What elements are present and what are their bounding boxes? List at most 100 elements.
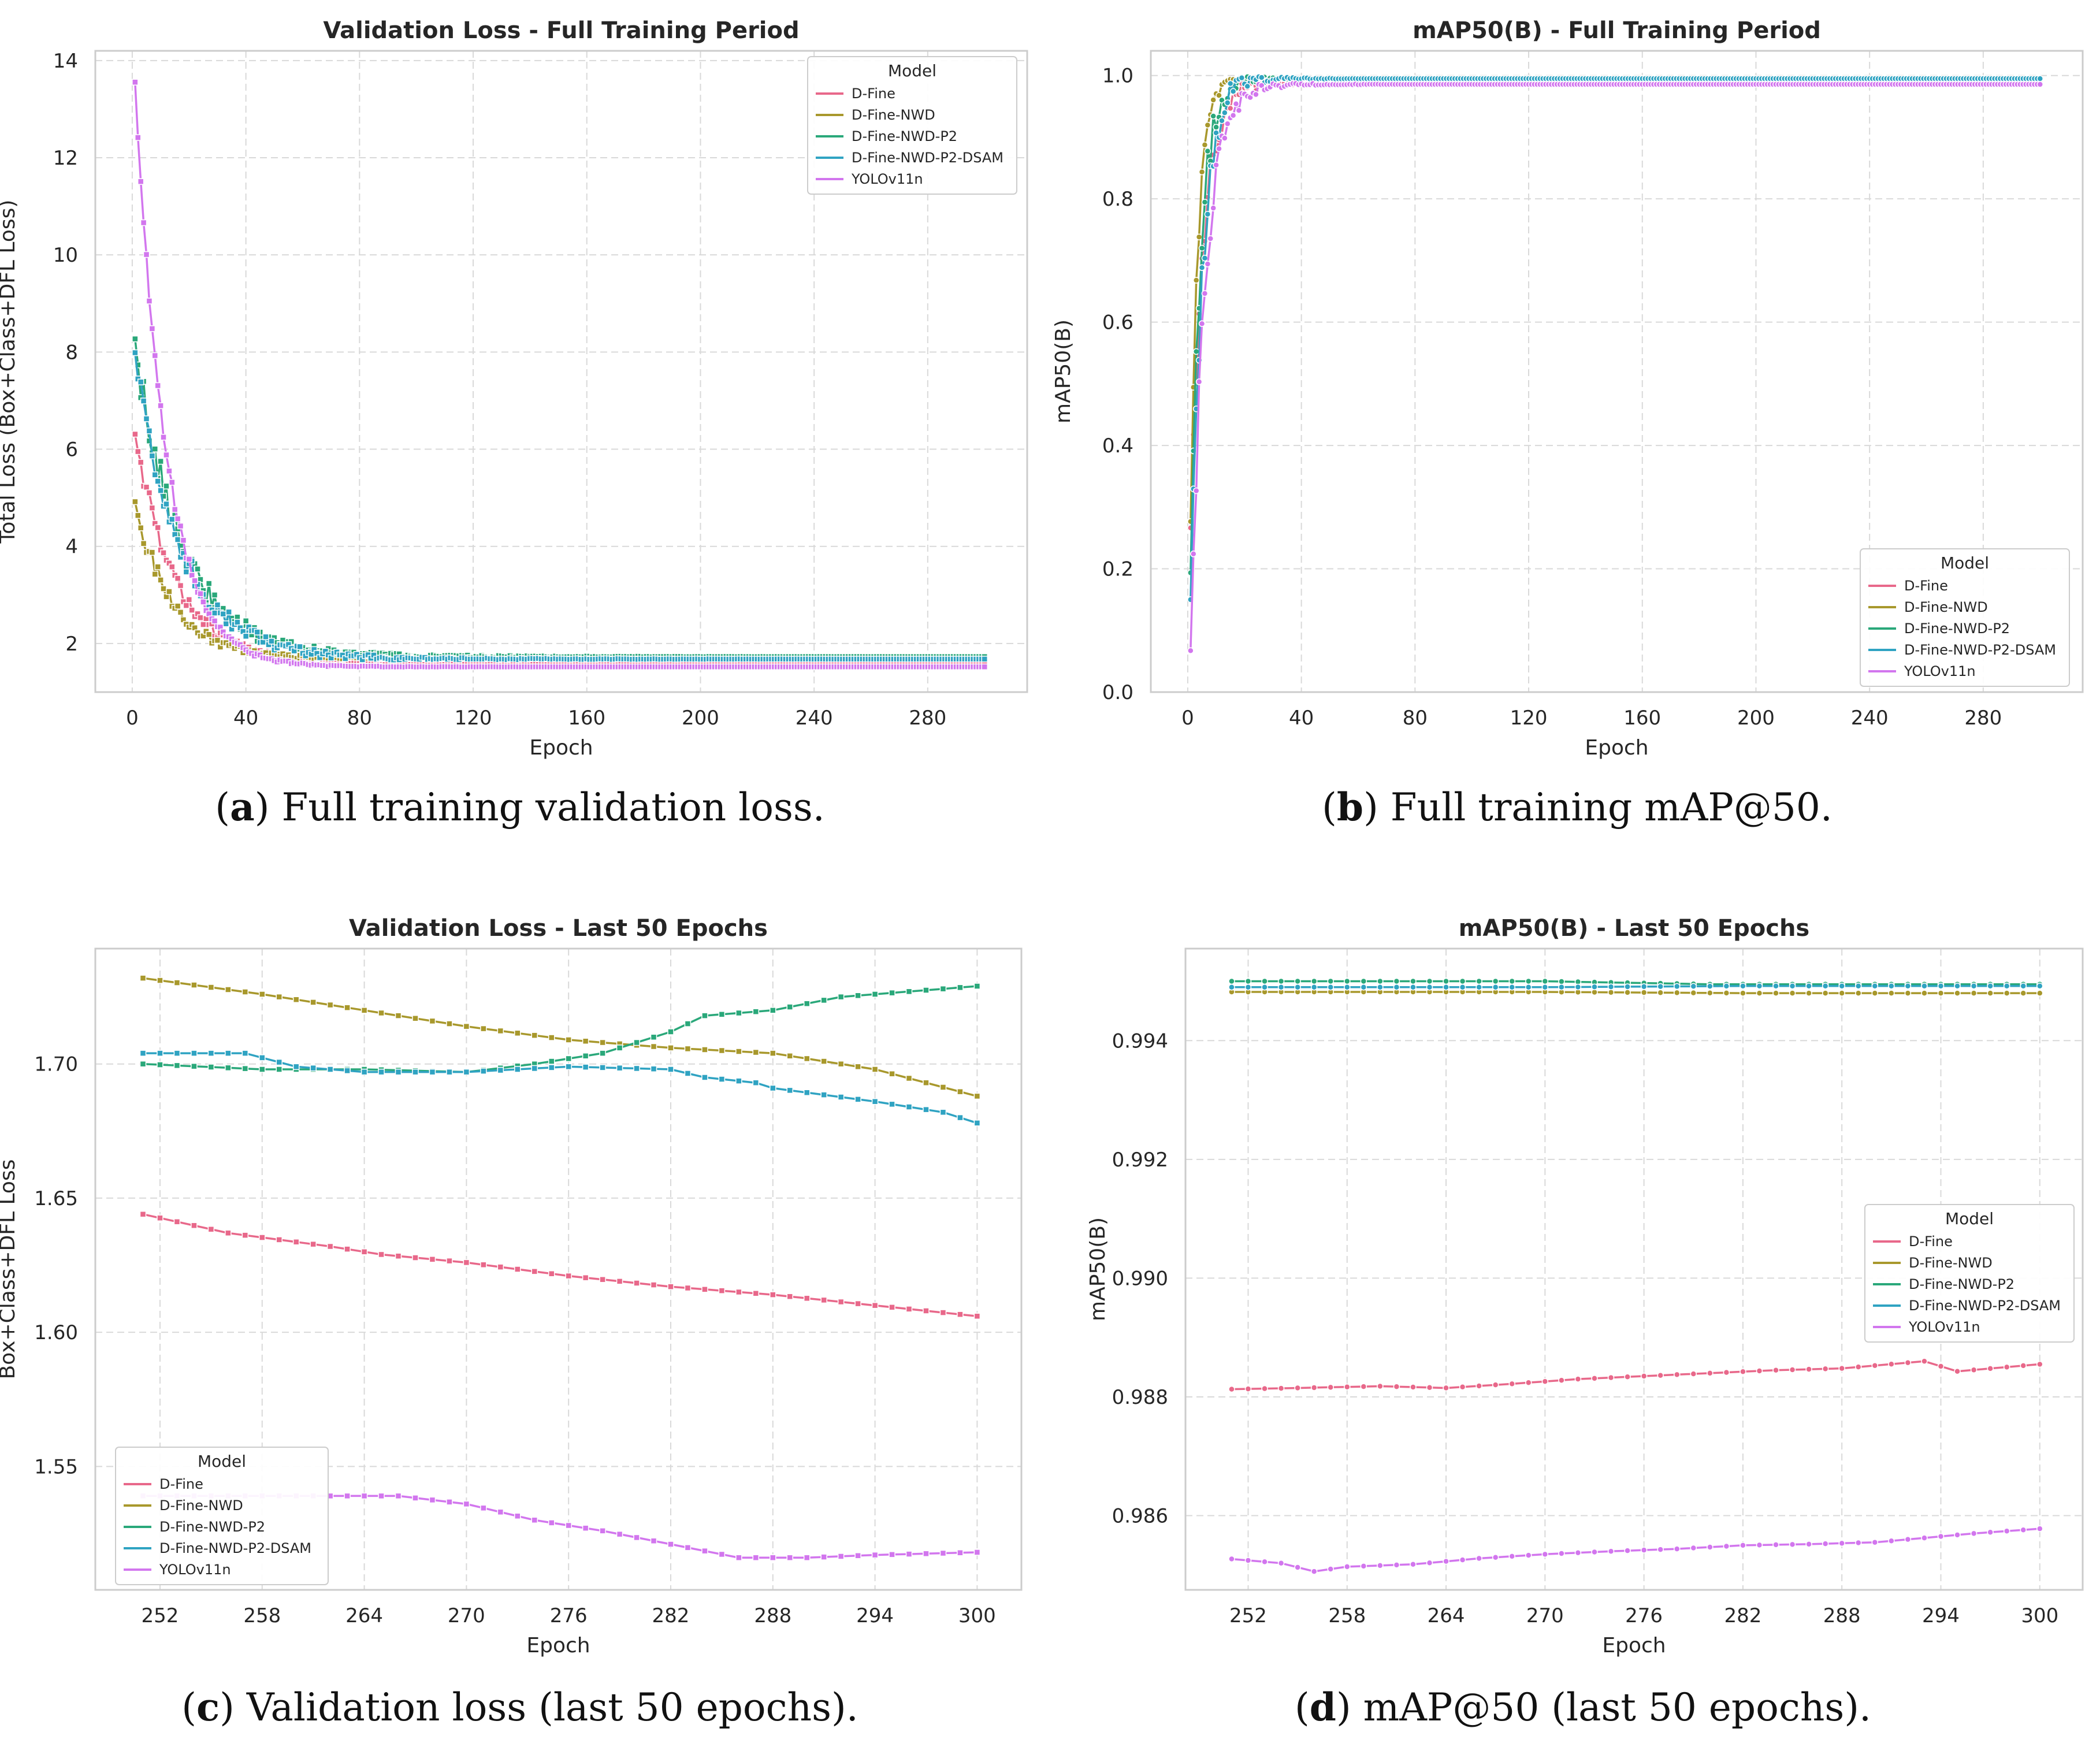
data-point <box>207 1226 215 1233</box>
data-point <box>1888 983 1895 990</box>
data-point <box>463 1500 470 1508</box>
data-point <box>1310 984 1318 991</box>
data-point <box>174 536 181 543</box>
data-point <box>1201 142 1209 148</box>
x-tick-label: 80 <box>347 707 372 730</box>
data-point <box>157 458 164 465</box>
data-point <box>1954 1368 1961 1375</box>
legend-entry: D-Fine <box>159 1476 203 1492</box>
data-point <box>242 617 250 625</box>
series-line-d-fine-nwd-p2-dsam <box>134 352 985 661</box>
data-point <box>1310 977 1318 985</box>
data-point <box>480 1025 487 1032</box>
data-point <box>139 1050 147 1057</box>
axes-frame <box>94 50 1028 693</box>
data-point <box>582 1525 589 1532</box>
data-point <box>1690 983 1697 990</box>
data-point <box>514 1512 521 1520</box>
data-point <box>803 1295 811 1302</box>
data-point <box>173 1218 181 1225</box>
data-point <box>667 1283 674 1290</box>
data-point <box>137 178 144 185</box>
data-point <box>752 1049 760 1056</box>
data-point <box>1937 983 1945 990</box>
data-point <box>973 1549 981 1556</box>
data-point <box>786 1087 793 1094</box>
x-tick-label: 276 <box>1625 1604 1663 1627</box>
data-point <box>1221 135 1228 142</box>
data-point <box>157 577 164 583</box>
data-point <box>803 1000 811 1007</box>
data-point <box>154 478 161 485</box>
data-point <box>1525 977 1532 985</box>
data-point <box>923 1550 930 1558</box>
data-point <box>1707 989 1714 997</box>
y-tick-label: 1.65 <box>34 1187 78 1210</box>
data-point <box>1226 105 1234 112</box>
legend-entry: D-Fine-NWD <box>159 1497 243 1514</box>
data-point <box>207 1064 215 1070</box>
data-point <box>2020 1526 2027 1533</box>
data-point <box>292 996 300 1003</box>
data-point <box>1756 983 1763 990</box>
y-tick-label: 0.4 <box>1102 434 1133 458</box>
data-point <box>2003 1527 2010 1534</box>
data-point <box>132 430 139 438</box>
series-markers-d-fine-nwd-p2 <box>139 983 981 1076</box>
data-point <box>429 1496 436 1504</box>
data-point <box>1377 984 1384 991</box>
data-point <box>1855 1539 1862 1547</box>
data-point <box>1294 977 1301 985</box>
data-point <box>1198 168 1206 176</box>
data-point <box>1213 124 1220 131</box>
data-point <box>582 1064 589 1070</box>
data-point <box>1607 1374 1615 1381</box>
x-tick-label: 240 <box>796 707 833 730</box>
data-point <box>360 1492 368 1500</box>
x-tick-label: 282 <box>652 1604 690 1627</box>
legend-entry: D-Fine <box>1904 578 1948 594</box>
y-tick-label: 0.986 <box>1112 1505 1168 1528</box>
data-point <box>1377 977 1384 985</box>
data-point <box>157 1214 163 1222</box>
data-point <box>177 522 184 530</box>
data-point <box>1459 1384 1466 1391</box>
data-point <box>1707 1370 1714 1377</box>
data-point <box>1657 1546 1664 1553</box>
data-point <box>171 506 179 513</box>
x-tick-label: 270 <box>1526 1604 1564 1627</box>
data-point <box>378 1009 385 1017</box>
data-point <box>599 1039 606 1046</box>
data-point <box>1673 983 1681 990</box>
data-point <box>770 1084 776 1092</box>
data-point <box>1261 984 1268 991</box>
series-markers-d-fine <box>1228 1358 2043 1393</box>
data-point <box>820 1058 827 1065</box>
data-point <box>360 1248 368 1255</box>
data-point <box>684 1020 692 1027</box>
data-point <box>1723 983 1730 990</box>
data-point <box>1987 1365 1994 1372</box>
series-line-d-fine-nwd-p2-dsam <box>1231 985 2040 988</box>
series-markers-yolov11n <box>1228 1525 2043 1575</box>
data-point <box>276 1066 283 1073</box>
data-point <box>718 1287 726 1294</box>
series-markers-d-fine-nwd-p2 <box>132 335 988 661</box>
data-point <box>1261 1385 1268 1392</box>
grid <box>95 51 1027 692</box>
data-point <box>1327 1566 1334 1573</box>
data-point <box>565 1036 572 1043</box>
series-markers-d-fine-nwd-p2-dsam <box>132 349 988 664</box>
data-point <box>197 614 204 621</box>
data-point <box>1756 990 1763 997</box>
data-point <box>463 1023 470 1030</box>
x-tick-label: 264 <box>345 1604 383 1627</box>
data-point <box>1327 1384 1334 1391</box>
data-point <box>1410 1561 1417 1568</box>
legend-title: Model <box>1941 553 1989 573</box>
data-point <box>1822 983 1829 990</box>
data-point <box>292 1063 300 1070</box>
data-point <box>139 975 147 982</box>
x-tick-label: 280 <box>1964 707 2002 730</box>
data-point <box>650 1034 657 1041</box>
